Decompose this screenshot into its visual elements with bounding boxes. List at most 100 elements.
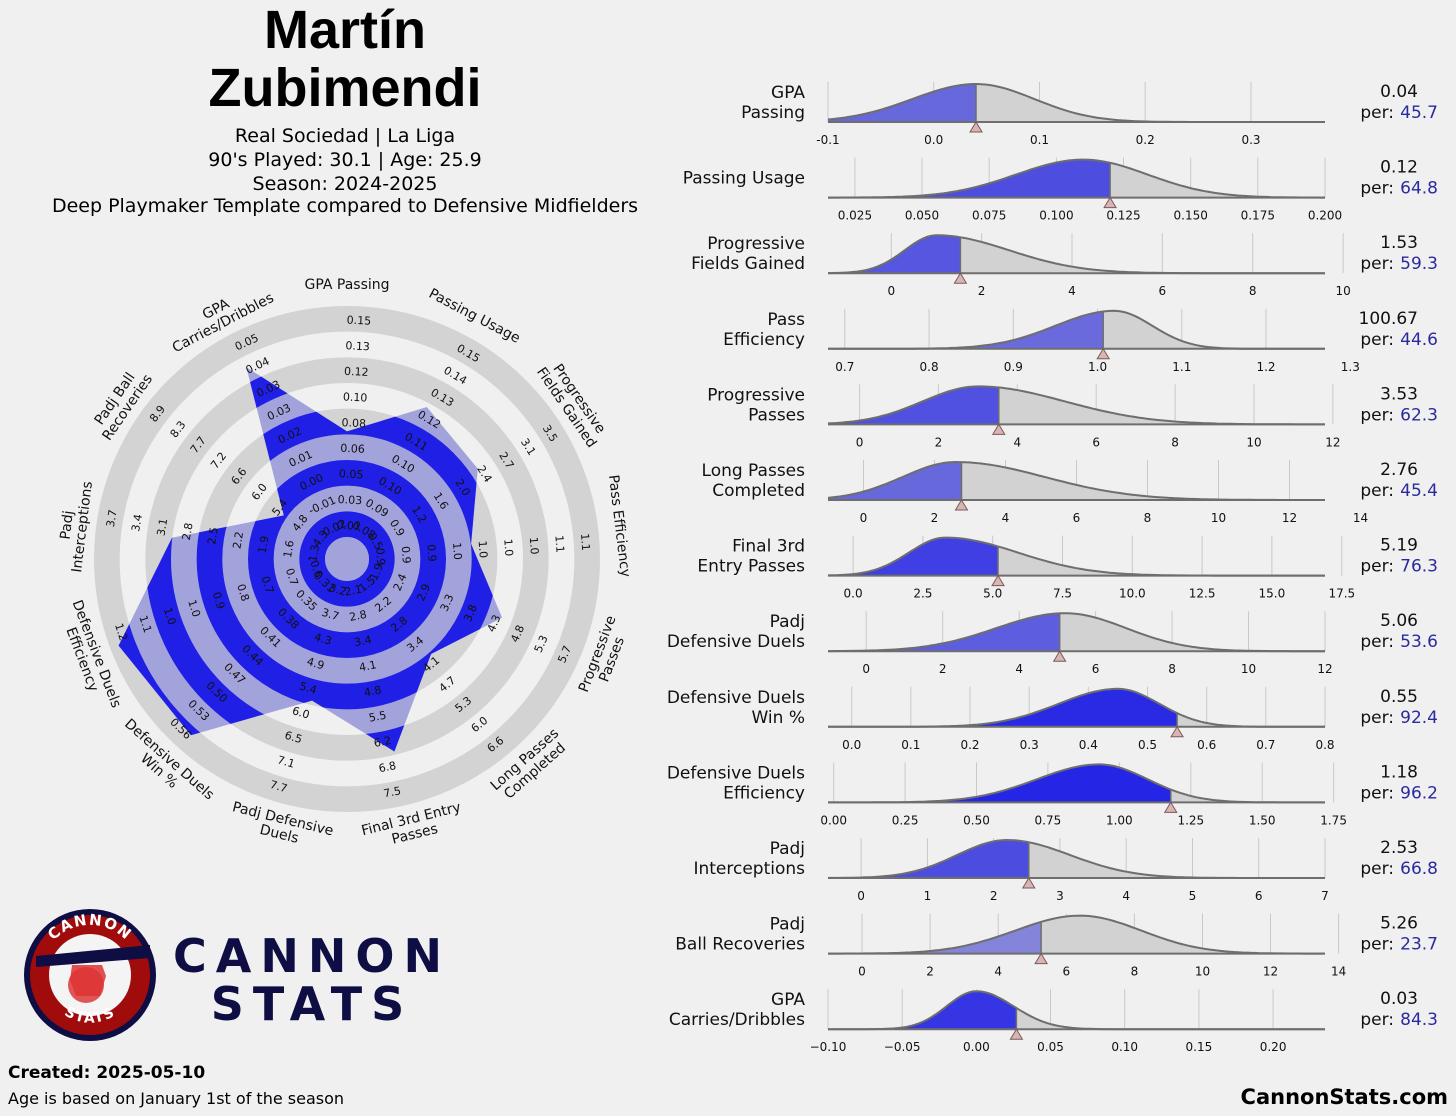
density-value-text: 5.19 [1380,536,1418,556]
density-per-label: per: [1360,103,1394,123]
radar-tick-label: 3.8 [461,602,480,623]
density-tick-label: 4 [1068,284,1076,298]
density-metric-label: Entry Passes [697,557,805,577]
header: Martín Zubimendi Real Sociedad | La Liga… [52,0,638,217]
density-percentile-text: 23.7 [1400,935,1438,955]
density-tick-label: 0.2 [1136,133,1155,147]
density-percentile-fill [828,235,961,274]
density-per-label: per: [1360,481,1394,501]
density-tick-label: 7.5 [1053,587,1072,601]
density-per-label: per: [1360,783,1394,803]
density-tick-label: 4 [1002,511,1010,525]
density-row: −0.10 −0.05 0.00 0.05 0.10 0.15 0.20 GPACarries… [669,989,1438,1054]
radar-tick-label: 5.4 [298,680,318,697]
radar-axis-label-line: GPA Passing [304,277,389,293]
density-metric-label: Padj [770,915,805,935]
radar-tick-label: 4.8 [508,623,527,644]
density-metric-label: Long Passes [702,461,806,481]
density-tick-label: 2 [926,965,934,979]
density-percentile-text: 96.2 [1400,783,1438,803]
logo-cannon-body [70,965,106,996]
radar-tick-label: 3.3 [438,592,457,613]
density-value-marker [969,121,983,133]
radar-tick-label: 2.4 [474,463,494,485]
density-tick-label: 8 [1168,662,1176,676]
density-area [828,613,1325,652]
radar-tick-label: 0.13 [345,339,370,353]
radar-tick-label: 0.05 [339,467,364,481]
radar-tick-label: 7.2 [208,450,229,472]
density-metric-label: Padj [770,612,805,632]
density-percentile-text: 44.6 [1400,330,1438,350]
radar-tick-label: 0.6 [307,559,325,580]
age-note: Age is based on January 1st of the seaso… [8,1089,344,1108]
density-tick-label: 6 [1092,662,1100,676]
radar-tick-label: 3.7 [104,509,120,528]
density-tick-label: 0.150 [1174,209,1208,223]
radar-tick-label: 2.4 [391,572,410,593]
density-curve [828,914,1325,955]
density-row: 0.0 0.1 0.2 0.3 0.4 0.5 0.6 0.7 0.8 Defensive Due… [667,686,1438,752]
radar-tick-label: 0.9 [210,590,228,611]
density-tick-label: 4 [1015,662,1023,676]
density-value-text: 100.67 [1359,309,1418,329]
density-tick-label: 2 [931,511,939,525]
density-tick-label: 0.15 [1186,1040,1213,1054]
density-tick-label: 4 [994,965,1002,979]
density-tick-label: 0.25 [892,813,919,827]
radar-tick-label: 0.8 [234,582,252,603]
density-percentile-text: 53.6 [1400,632,1438,652]
density-metric-label: Carries/Dribbles [669,1010,805,1030]
density-value-marker [953,272,968,284]
density-percentile-text: 64.8 [1400,179,1438,199]
density-tick-label: 0.75 [1035,813,1062,827]
radar-tick-label: 3.1 [518,436,538,458]
density-tick-label: 8 [1131,965,1139,979]
density-value-text: 1.53 [1380,233,1418,253]
density-metric-label: Completed [712,481,805,501]
density-percentile-text: 92.4 [1400,708,1438,728]
density-metric-label: Passing [741,103,805,123]
density-tick-label: 1.00 [1106,813,1133,827]
radar-tick-label: 1.0 [501,538,515,556]
radar-ring [145,357,549,761]
density-percentile-fill [828,613,1060,652]
density-tick-label: 2.5 [913,587,932,601]
radar-tick-label: 3.1 [155,517,171,536]
density-metric-label: Efficiency [723,330,805,350]
density-percentile-text: 62.3 [1400,405,1438,425]
density-tick-label: 0.10 [1111,1040,1138,1054]
team-league: Real Sociedad | La Liga [235,125,455,147]
density-tick-label: 1.25 [1177,813,1204,827]
density-value-text: 3.53 [1380,384,1418,404]
density-value-marker [1096,347,1111,360]
density-tick-label: 0 [887,284,895,298]
radar-tick-label: 2.8 [348,608,368,624]
density-per-label: per: [1360,1010,1394,1030]
radar-tick-label: 1.9 [256,535,272,554]
density-tick-label: 2 [990,889,998,903]
density-percentile-text: 66.8 [1400,859,1438,879]
radar-tick-label: 2.1 [343,583,363,599]
density-tick-label: 0.200 [1308,209,1342,223]
density-tick-label: 0 [856,435,864,449]
density-tick-label: 1.3 [1341,360,1360,374]
density-value-text: 2.53 [1380,838,1418,858]
density-tick-label: 1.2 [1256,360,1275,374]
radar-tick-label: 7.1 [276,753,296,770]
radar-ring [93,305,601,813]
radar-center [325,537,369,581]
density-percentile-fill [828,991,1017,1030]
radar-tick-label: 2.5 [205,526,221,545]
density-per-label: per: [1360,254,1394,274]
played-age: 90's Played: 30.1 | Age: 25.9 [208,149,481,171]
density-tick-label: 0.0 [924,133,943,147]
radar-value-band [247,459,447,659]
density-tick-label: 0.05 [1037,1040,1064,1054]
density-tick-label: 0.050 [905,209,939,223]
density-metric-label: Defensive Duels [667,632,805,652]
